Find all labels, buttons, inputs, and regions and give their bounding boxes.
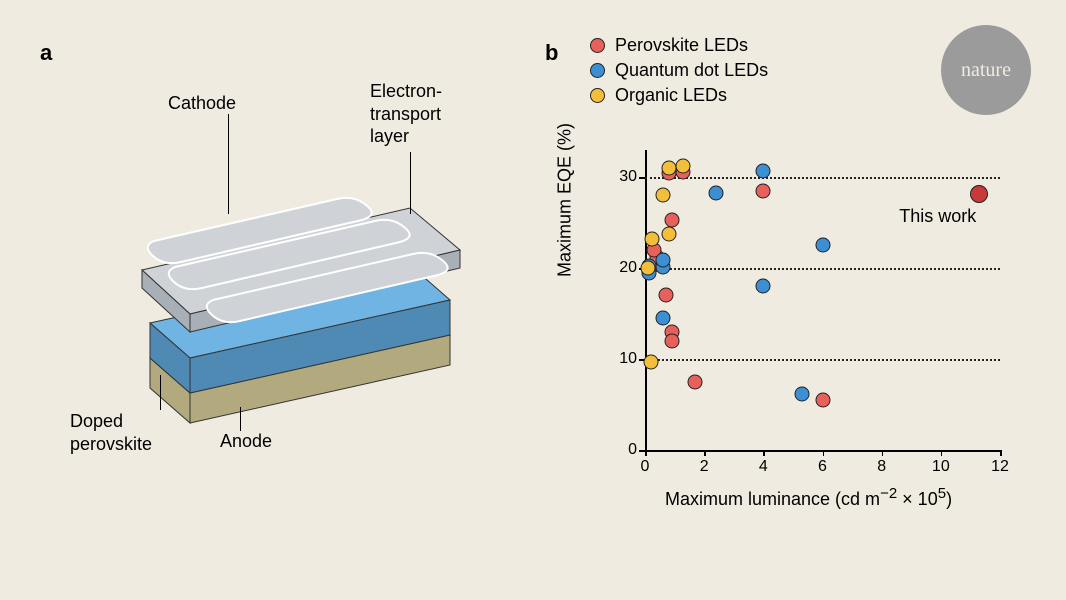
gridline [645,177,1000,179]
anode-lead [240,407,241,431]
doped-label: Doped perovskite [70,410,152,455]
legend-swatch-perov [590,38,605,53]
y-tick [639,450,645,452]
x-tick-label: 2 [694,458,714,476]
data-point [709,185,724,200]
x-tick-label: 6 [813,458,833,476]
x-tick-label: 12 [990,458,1010,476]
this-work-point [970,185,988,203]
data-point [645,232,660,247]
data-point [756,279,771,294]
x-tick [763,450,765,456]
legend-label-perov: Perovskite LEDs [615,35,748,56]
data-point [688,374,703,389]
x-tick [645,450,647,456]
legend-label-qd: Quantum dot LEDs [615,60,768,81]
scatter-chart: 0246810120102030This work Maximum EQE (%… [610,150,1000,490]
cathode-label: Cathode [168,92,236,115]
data-point [756,163,771,178]
etl-lead [410,152,411,214]
legend-swatch-qd [590,63,605,78]
x-tick [941,450,943,456]
etl-label: Electron- transport layer [370,80,442,148]
x-tick [823,450,825,456]
data-point [815,393,830,408]
xlabel-sup: −2 [880,485,897,502]
data-point [655,253,670,268]
legend-swatch-oled [590,88,605,103]
x-tick [1000,450,1002,456]
data-point [794,386,809,401]
panel-a-label: a [40,40,52,66]
gridline [645,359,1000,361]
data-point [661,226,676,241]
data-point [676,159,691,174]
y-axis [645,150,647,450]
x-tick-label: 10 [931,458,951,476]
cathode-lead [228,114,229,214]
device-stack: Cathode Electron- transport layer Doped … [90,110,470,460]
nature-watermark: nature [941,25,1031,115]
xlabel-part: × 10 [897,489,938,509]
data-point [640,261,655,276]
y-tick [639,177,645,179]
x-tick [882,450,884,456]
y-axis-title: Maximum EQE (%) [555,100,576,300]
data-point [664,333,679,348]
y-tick-label: 30 [607,168,637,186]
y-tick-label: 10 [607,350,637,368]
xlabel-sup: 5 [938,485,946,502]
xlabel-part: Maximum luminance (cd m [665,489,880,509]
this-work-label: This work [899,206,976,227]
data-point [661,161,676,176]
y-tick-label: 20 [607,259,637,277]
data-point [655,311,670,326]
xlabel-part: ) [946,489,952,509]
plot-area: 0246810120102030This work [645,150,1000,450]
x-tick-label: 8 [872,458,892,476]
y-tick-label: 0 [607,441,637,459]
doped-lead [160,375,161,410]
data-point [655,188,670,203]
legend-label-oled: Organic LEDs [615,85,727,106]
gridline [645,268,1000,270]
legend-row: Quantum dot LEDs [590,60,768,81]
legend-row: Perovskite LEDs [590,35,768,56]
data-point [815,238,830,253]
anode-label: Anode [220,430,272,453]
x-axis-title: Maximum luminance (cd m−2 × 105) [665,485,952,510]
legend: Perovskite LEDs Quantum dot LEDs Organic… [590,35,768,110]
x-tick-label: 4 [753,458,773,476]
x-tick [704,450,706,456]
data-point [643,354,658,369]
legend-row: Organic LEDs [590,85,768,106]
data-point [658,288,673,303]
data-point [756,183,771,198]
panel-b-label: b [545,40,558,66]
nature-watermark-text: nature [961,59,1011,82]
x-tick-label: 0 [635,458,655,476]
